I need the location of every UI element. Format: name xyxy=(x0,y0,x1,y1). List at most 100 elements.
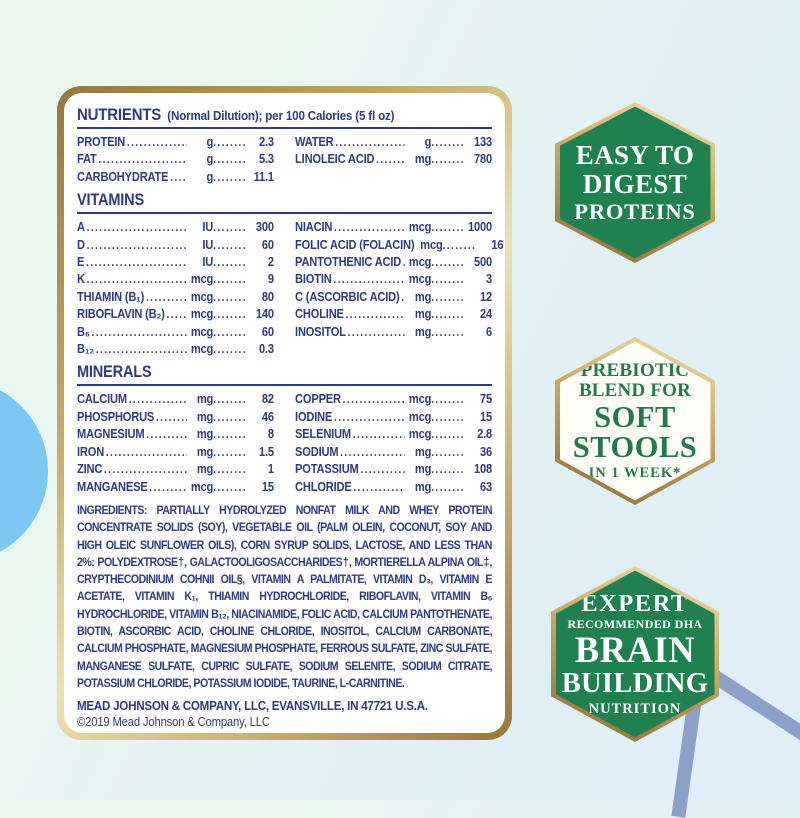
nutrient-value: 300 xyxy=(255,220,274,235)
nutrient-name: POTASSIUM xyxy=(295,462,359,477)
nutrient-row: CARBOHYDRATE g 11.1 xyxy=(77,169,274,186)
dot-leader xyxy=(431,289,463,306)
dot-leader xyxy=(213,289,245,306)
dot-leader xyxy=(91,324,186,341)
dot-leader xyxy=(376,151,405,168)
nutrient-unit: g xyxy=(206,135,214,149)
nutrient-value: 1000 xyxy=(467,220,492,235)
nutrient-row: Kmcg 9 xyxy=(77,271,274,288)
nutrient-value: 60 xyxy=(261,324,274,339)
nutrient-unit: mcg xyxy=(190,272,214,287)
dot-leader xyxy=(87,219,187,236)
dot-leader xyxy=(213,219,245,236)
nutrient-name: THIAMIN (B₁) xyxy=(77,289,145,304)
dot-leader xyxy=(213,134,245,151)
decorative-blue-circle xyxy=(0,379,48,563)
dot-leader xyxy=(127,134,187,151)
nutrient-row: MANGANESE mcg 15 xyxy=(77,479,274,496)
nutrient-unit: g xyxy=(424,135,432,149)
badge-line: PROTEINS xyxy=(574,198,696,224)
dot-leader xyxy=(213,461,245,478)
dot-leader xyxy=(213,254,245,271)
nutrient-unit: mg xyxy=(414,479,432,494)
dot-leader xyxy=(213,479,245,496)
vitamins-right-column: NIACIN mcg 1000 FOLIC ACID (FOLACIN) mcg 16 PA… xyxy=(295,219,503,358)
badge-line: NUTRITION xyxy=(588,700,682,717)
dot-leader xyxy=(213,341,245,358)
nutrient-name: PHOSPHORUS xyxy=(77,409,155,424)
dot-leader xyxy=(353,426,405,443)
nutrient-row: RIBOFLAVIN (B₂) mcg 140 xyxy=(77,306,274,323)
nutrient-unit: IU xyxy=(202,237,214,252)
nutrient-row: B₁₂ mcg 0.3 xyxy=(77,341,274,358)
copyright-line: ©2019 Mead Johnson & Company, LLC xyxy=(77,714,270,730)
nutrition-label-card: NUTRIENTS (Normal Dilution); per 100 Cal… xyxy=(57,86,512,740)
dot-leader xyxy=(431,426,463,443)
nutrient-unit: mcg xyxy=(408,255,432,270)
nutrient-value: 3 xyxy=(485,272,492,287)
dot-leader xyxy=(213,391,245,408)
nutrient-name: C (ASCORBIC ACID) xyxy=(295,289,400,304)
nutrient-value: 75 xyxy=(479,392,492,407)
nutrient-name: E xyxy=(77,255,85,270)
dot-leader xyxy=(333,271,404,288)
dot-leader xyxy=(431,409,463,426)
nutrient-name: PANTOTHENIC ACID xyxy=(295,255,402,270)
nutrient-unit: mcg xyxy=(408,427,432,442)
nutrient-row: SODIUM mg 36 xyxy=(295,444,492,461)
dot-leader xyxy=(87,271,187,288)
ingredients-label: INGREDIENTS: xyxy=(77,502,147,517)
nutrient-value: 15 xyxy=(479,409,492,424)
badge-line: SOFT xyxy=(594,399,676,434)
nutrient-name: D xyxy=(77,237,85,252)
nutrient-value: 60 xyxy=(261,237,274,252)
dot-leader xyxy=(213,151,245,168)
nutrient-unit: IU xyxy=(202,220,214,235)
nutrient-name: MAGNESIUM xyxy=(77,427,145,442)
nutrient-unit: mcg xyxy=(408,220,432,235)
dot-leader xyxy=(431,479,463,496)
nutrient-row: MAGNESIUM mg 8 xyxy=(77,426,274,443)
dot-leader xyxy=(170,169,187,186)
dot-leader xyxy=(156,409,187,426)
nutrient-unit: g xyxy=(206,169,214,184)
dot-leader xyxy=(360,461,404,478)
nutrient-name: FOLIC ACID (FOLACIN) xyxy=(295,237,415,252)
badge-line: IN 1 WEEK* xyxy=(588,464,682,481)
nutrient-row: FOLIC ACID (FOLACIN) mcg 16 xyxy=(295,237,503,254)
dot-leader xyxy=(346,306,405,323)
minerals-right-column: COPPER mcg 75 IODINE mcg 15 SELENIUM mcg 2.8 SODI… xyxy=(295,391,492,495)
badge-prebiotic-soft-stools: PREBIOTIC BLEND FOR SOFT STOOLS IN 1 WEEK* xyxy=(555,337,715,505)
nutrient-row: COPPER mcg 75 xyxy=(295,391,492,408)
dot-leader xyxy=(431,134,463,151)
dot-leader xyxy=(431,271,463,288)
nutrient-name: CHLORIDE xyxy=(295,479,352,494)
nutrient-row: B₆ mcg 60 xyxy=(77,324,274,341)
nutrient-name: CALCIUM xyxy=(77,392,127,407)
nutrient-name: SODIUM xyxy=(295,444,339,459)
nutrient-unit: mcg xyxy=(408,272,432,287)
nutrient-value: 1 xyxy=(267,462,274,477)
nutrient-name: B₁₂ xyxy=(77,342,95,357)
nutrition-label-inner: NUTRIENTS (Normal Dilution); per 100 Cal… xyxy=(64,93,505,733)
nutrient-row: NIACIN mcg 1000 xyxy=(295,219,492,236)
dot-leader xyxy=(431,151,463,168)
dot-leader xyxy=(353,479,404,496)
dot-leader xyxy=(129,391,187,408)
nutrient-unit: mg xyxy=(196,409,214,424)
nutrient-name: NIACIN xyxy=(295,220,333,235)
nutrient-value: 2 xyxy=(267,255,274,270)
badge-hexagon-face: EXPERT RECOMMENDED DHA BRAIN BUILDING NUTRIT… xyxy=(555,570,715,738)
nutrients-right-column: WATER g 133 LINOLEIC ACID mg 780 xyxy=(295,134,492,186)
minerals-section-header: MINERALS xyxy=(77,363,492,387)
nutrient-row: CHOLINE mg 24 xyxy=(295,306,492,323)
nutrient-value: 140 xyxy=(255,307,274,322)
dot-leader xyxy=(431,324,463,341)
nutrients-columns: PROTEIN g 2.3 FAT g 5.3 CARBOHYDRATE g 11.1 WATE… xyxy=(77,134,492,186)
dot-leader xyxy=(86,254,187,271)
nutrient-row: LINOLEIC ACID mg 780 xyxy=(295,151,492,168)
nutrient-unit: mg xyxy=(414,444,432,459)
dot-leader xyxy=(431,391,463,408)
nutrient-value: 80 xyxy=(261,289,274,304)
nutrients-heading-note: (Normal Dilution); per 100 Calories (5 f… xyxy=(167,108,395,123)
